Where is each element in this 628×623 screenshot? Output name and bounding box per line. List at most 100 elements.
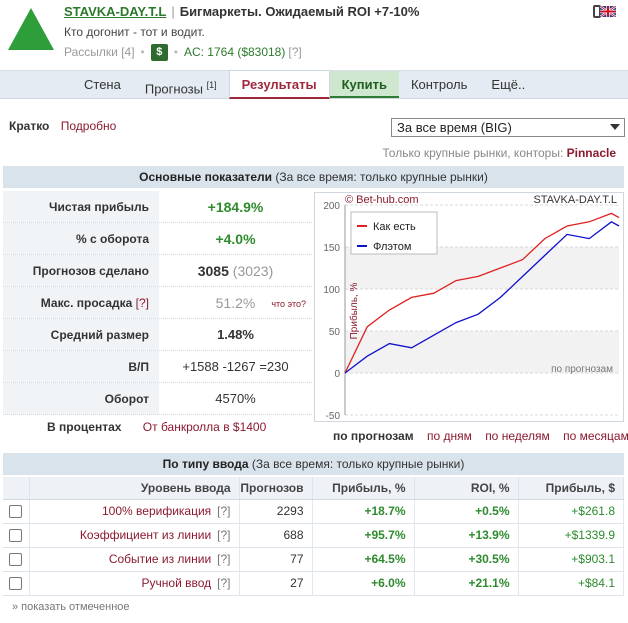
view-detailed[interactable]: Подробно <box>60 119 117 133</box>
percent-basis-label: В процентах <box>47 420 122 434</box>
stat-yield: % с оборота +4.0% <box>3 223 312 255</box>
header-cell: Прибыль, % <box>312 477 415 500</box>
type-help-link[interactable]: [?] <box>217 528 231 542</box>
main-section-title: Основные показатели <box>139 170 273 184</box>
main-section-note: (За все время: только крупные рынки) <box>275 170 488 184</box>
mode-by-weeks[interactable]: по неделям <box>485 429 550 443</box>
mailings-link[interactable]: Рассылки [4] <box>64 45 135 59</box>
nick-link[interactable]: STAVKA-DAY.T.L <box>64 4 167 19</box>
mode-by-predictions[interactable]: по прогнозам <box>333 429 414 443</box>
main-section-header: Основные показатели (За все время: тольк… <box>3 166 624 188</box>
count-cell: 2293 <box>239 499 313 524</box>
count-cell: 27 <box>239 571 313 596</box>
dot-divider: • <box>173 45 178 59</box>
stat-label: Макс. просадка <box>40 296 133 310</box>
legend-label: Как есть <box>373 221 416 233</box>
row-checkbox[interactable] <box>9 529 23 543</box>
profile-header: STAVKA-DAY.T.L | Бигмаркеты. Ожидаемый ROI… <box>0 0 628 70</box>
table-row: Ручной ввод [?] 27 +6.0% +21.1% +$84.1 <box>3 571 624 596</box>
stat-value-wrap: 3085 (3023) <box>159 263 312 279</box>
count-cell: 688 <box>239 523 313 548</box>
tab-results[interactable]: Результаты <box>228 70 330 99</box>
header-cell <box>3 477 30 500</box>
tab-predictions[interactable]: Прогнозы [1] <box>133 71 229 98</box>
bookmakers-prefix: Только крупные рынки, конторы: <box>382 146 564 160</box>
header-cell: Уровень ввода <box>29 477 240 500</box>
dollar-icon[interactable]: $ <box>150 43 168 61</box>
mode-by-days[interactable]: по дням <box>426 429 472 443</box>
type-link[interactable]: Коэффициент из линии <box>79 528 212 542</box>
profile-motto: Кто догонит - тот и водит. <box>64 25 205 39</box>
row-checkbox[interactable] <box>9 577 23 591</box>
stat-value: +1588 -1267 =230 <box>182 359 289 374</box>
stat-label: % с оборота <box>3 223 159 254</box>
main-stats: Чистая прибыль +184.9% % с оборота +4.0%… <box>3 191 312 415</box>
y-tick-label: -50 <box>326 411 341 421</box>
profit-cell: +18.7% <box>312 499 415 524</box>
mode-by-months[interactable]: по месяцам <box>563 429 628 443</box>
tab-buy[interactable]: Купить <box>329 71 399 98</box>
row-check-cell <box>3 547 30 572</box>
row-check-cell <box>3 499 30 524</box>
roi-cell: +21.1% <box>414 571 519 596</box>
type-link[interactable]: Событие из линии <box>108 552 212 566</box>
tab-label: Купить <box>341 77 387 92</box>
stat-label: В/П <box>3 351 159 382</box>
stat-turnover: Оборот 4570% <box>3 383 312 415</box>
stat-value-wrap: 51.2% что это? <box>159 295 312 311</box>
row-checkbox[interactable] <box>9 553 23 567</box>
chart-nick: STAVKA-DAY.T.L <box>533 194 617 206</box>
chart-modes: по прогнозам по дням по неделям по месяц… <box>333 429 628 443</box>
tab-control[interactable]: Контроль <box>399 71 479 98</box>
type-link[interactable]: 100% верификация <box>102 504 212 518</box>
stat-avg-stake: Средний размер 1.48% <box>3 319 312 351</box>
stat-label-wrap: Макс. просадка [?] <box>3 287 159 318</box>
tab-more[interactable]: Ещё.. <box>479 71 537 98</box>
tab-label: Результаты <box>241 77 317 92</box>
ac-help-link[interactable]: [?] <box>288 45 302 59</box>
what-is-it-link[interactable]: что это? <box>271 298 306 309</box>
y-tick-label: 100 <box>323 285 340 296</box>
profile-title: STAVKA-DAY.T.L | Бигмаркеты. Ожидаемый ROI… <box>64 4 419 19</box>
stat-win-loss: В/П +1588 -1267 =230 <box>3 351 312 383</box>
count-cell: 77 <box>239 547 313 572</box>
stat-value: +184.9% <box>207 198 264 215</box>
drawdown-help-link[interactable]: [?] <box>135 296 149 310</box>
legend-label: Флэтом <box>373 241 411 253</box>
series-line-flat <box>344 221 620 374</box>
table-row: Событие из линии [?] 77 +64.5% +30.5% +$9… <box>3 547 624 572</box>
type-help-link[interactable]: [?] <box>217 504 231 518</box>
show-selected-link[interactable]: » показать отмеченное <box>12 601 130 613</box>
roi-cell: +30.5% <box>414 547 519 572</box>
type-help-link[interactable]: [?] <box>217 576 231 590</box>
y-axis-label: Прибыль, % <box>348 283 360 340</box>
bankroll-link[interactable]: От банкролла в $1400 <box>142 420 267 434</box>
tab-wall[interactable]: Стена <box>72 71 133 98</box>
type-section-title: По типу ввода <box>162 457 249 471</box>
view-short[interactable]: Кратко <box>9 119 50 133</box>
header-cell: ROI, % <box>414 477 519 500</box>
period-select[interactable]: За все время (BIG) <box>391 118 625 137</box>
title-separator: | <box>171 4 175 19</box>
stat-value: 3085 <box>197 262 229 279</box>
chevron-down-icon <box>610 124 620 130</box>
type-help-link[interactable]: [?] <box>217 552 231 566</box>
type-section-note: (За все время: только крупные рынки) <box>251 457 465 471</box>
stat-label: Средний размер <box>3 319 159 350</box>
period-selected: За все время (BIG) <box>397 120 512 135</box>
uk-flag-icon[interactable] <box>600 6 616 17</box>
type-cell: Коэффициент из линии [?] <box>29 523 240 548</box>
type-cell: Событие из линии [?] <box>29 547 240 572</box>
y-tick-label: 150 <box>323 243 340 254</box>
profit-chart-svg: -50 0 50 100 150 200 © Bet-hub.com STAVKA-DAY.T… <box>323 194 620 422</box>
ac-value: AC: 1764 ($83018) <box>183 45 286 59</box>
stat-extra: (3023) <box>232 262 274 279</box>
type-link[interactable]: Ручной ввод <box>141 576 212 590</box>
table-row: 100% верификация [?] 2293 +18.7% +0.5% +$… <box>3 499 624 524</box>
y-tick-label: 200 <box>323 201 340 212</box>
row-checkbox[interactable] <box>9 505 23 519</box>
stat-label: Прогнозов сделано <box>3 255 159 286</box>
y-tick-label: 0 <box>334 369 340 380</box>
bookmaker-link[interactable]: Pinnacle <box>566 146 616 160</box>
stat-label: Оборот <box>3 383 159 414</box>
